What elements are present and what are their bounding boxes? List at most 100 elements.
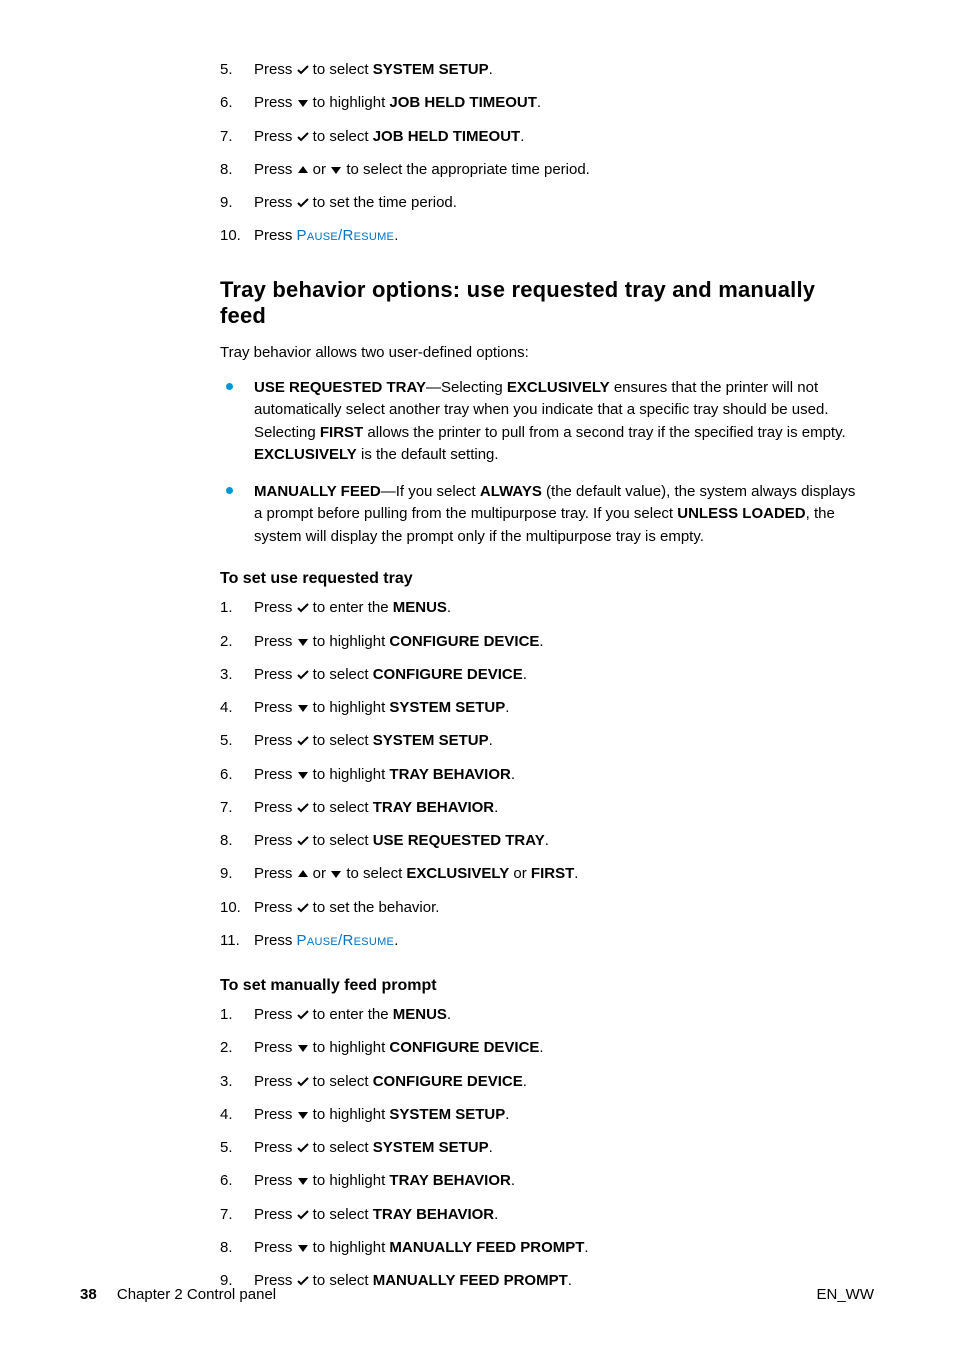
- step-number: 6.: [220, 765, 233, 785]
- check-icon: [297, 1010, 309, 1020]
- check-icon: [297, 1210, 309, 1220]
- chapter-label: Chapter 2 Control panel: [117, 1286, 276, 1303]
- sub1-steps-list: 1.Press to enter the MENUS.2.Press to hi…: [220, 598, 864, 951]
- step-number: 1.: [220, 598, 233, 618]
- step-number: 10.: [220, 226, 241, 246]
- step-number: 7.: [220, 127, 233, 147]
- step-item: 6. Press to highlight JOB HELD TIMEOUT.: [220, 93, 864, 113]
- step-body: Press to select CONFIGURE DEVICE.: [254, 1073, 527, 1090]
- step-number: 9.: [220, 193, 233, 213]
- step-number: 8.: [220, 1238, 233, 1258]
- step-number: 7.: [220, 1205, 233, 1225]
- page-footer: 38 Chapter 2 Control panel EN_WW: [80, 1286, 874, 1303]
- check-icon: [297, 132, 309, 142]
- step-number: 8.: [220, 160, 233, 180]
- step-number: 7.: [220, 798, 233, 818]
- step-body: Press Pause/Resume.: [254, 932, 398, 949]
- bullet-body: MANUALLY FEED—If you select ALWAYS (the …: [254, 483, 855, 545]
- top-steps-list: 5.Press to select SYSTEM SETUP. 6. Press t…: [220, 60, 864, 247]
- step-body: Press to select TRAY BEHAVIOR.: [254, 799, 498, 816]
- step-number: 4.: [220, 1105, 233, 1125]
- check-icon: [297, 1143, 309, 1153]
- step-number: 1.: [220, 1005, 233, 1025]
- step-number: 6.: [220, 93, 233, 113]
- bullets-list: USE REQUESTED TRAY—Selecting EXCLUSIVELY…: [220, 377, 864, 549]
- step-item: 10. Press Pause/Resume.: [220, 226, 864, 246]
- step-body: Press Pause/Resume.: [254, 227, 398, 244]
- step-number: 9.: [220, 864, 233, 884]
- sub1-heading: To set use requested tray: [220, 570, 864, 588]
- down-arrow-icon: [297, 98, 309, 108]
- step-body: Press to set the behavior.: [254, 899, 439, 916]
- step-body: Press to highlight JOB HELD TIMEOUT.: [254, 94, 541, 111]
- down-arrow-icon: [297, 703, 309, 713]
- bullet-dot-icon: [226, 487, 233, 494]
- step-body: Press to highlight MANUALLY FEED PROMPT.: [254, 1239, 589, 1256]
- bullet-item: USE REQUESTED TRAY—Selecting EXCLUSIVELY…: [220, 377, 864, 467]
- down-arrow-icon: [297, 1243, 309, 1253]
- footer-right: EN_WW: [817, 1286, 875, 1303]
- step-item: 8. Press or to select the appropriate tim…: [220, 160, 864, 180]
- check-icon: [297, 736, 309, 746]
- step-body: Press to enter the MENUS.: [254, 599, 451, 616]
- footer-left: 38 Chapter 2 Control panel: [80, 1286, 276, 1303]
- step-body: Press or to select the appropriate time …: [254, 161, 590, 178]
- step-item: 5.Press to select SYSTEM SETUP.: [220, 60, 864, 80]
- step-item: 3. Press to select CONFIGURE DEVICE.: [220, 1072, 864, 1092]
- step-item: 2.Press to highlight CONFIGURE DEVICE.: [220, 632, 864, 652]
- step-item: 10.Press to set the behavior.: [220, 898, 864, 918]
- page-number: 38: [80, 1286, 97, 1303]
- step-body: Press to select CONFIGURE DEVICE.: [254, 666, 527, 683]
- step-number: 3.: [220, 665, 233, 685]
- check-icon: [297, 1077, 309, 1087]
- step-item: 4. Press to highlight SYSTEM SETUP.: [220, 1105, 864, 1125]
- step-number: 2.: [220, 632, 233, 652]
- step-item: 6. Press to highlight TRAY BEHAVIOR.: [220, 1171, 864, 1191]
- pause-resume-link[interactable]: Pause/Resume: [297, 932, 395, 949]
- step-body: Press to select SYSTEM SETUP.: [254, 732, 493, 749]
- step-number: 3.: [220, 1072, 233, 1092]
- step-item: 9. Press to set the time period.: [220, 193, 864, 213]
- step-item: 6. Press to highlight TRAY BEHAVIOR.: [220, 765, 864, 785]
- step-item: 1. Press to enter the MENUS.: [220, 1005, 864, 1025]
- check-icon: [297, 65, 309, 75]
- check-icon: [297, 836, 309, 846]
- bullet-dot-icon: [226, 383, 233, 390]
- step-item: 4.Press to highlight SYSTEM SETUP.: [220, 698, 864, 718]
- down-arrow-icon: [330, 869, 342, 879]
- step-body: Press to highlight SYSTEM SETUP.: [254, 1106, 509, 1123]
- step-item: 9. Press or to select EXCLUSIVELY or FIRS…: [220, 864, 864, 884]
- step-item: 5. Press to select SYSTEM SETUP.: [220, 731, 864, 751]
- step-body: Press to highlight TRAY BEHAVIOR.: [254, 1172, 515, 1189]
- step-number: 5.: [220, 1138, 233, 1158]
- step-body: Press to select SYSTEM SETUP.: [254, 1139, 493, 1156]
- down-arrow-icon: [297, 1110, 309, 1120]
- check-icon: [297, 603, 309, 613]
- step-body: Press to enter the MENUS.: [254, 1006, 451, 1023]
- sub2-heading: To set manually feed prompt: [220, 977, 864, 995]
- step-item: 5. Press to select SYSTEM SETUP.: [220, 1138, 864, 1158]
- step-number: 11.: [220, 931, 240, 951]
- step-body: Press to set the time period.: [254, 194, 457, 211]
- step-item: 1. Press to enter the MENUS.: [220, 598, 864, 618]
- down-arrow-icon: [297, 1176, 309, 1186]
- step-item: 3. Press to select CONFIGURE DEVICE.: [220, 665, 864, 685]
- document-page: 5. Press to select SYSTEM SETUP. 6. Press t…: [0, 0, 954, 1357]
- step-number: 6.: [220, 1171, 233, 1191]
- step-item: 8. Press to highlight MANUALLY FEED PROMP…: [220, 1238, 864, 1258]
- step-item: 11. Press Pause/Resume.: [220, 931, 864, 951]
- step-item: 8.Press to select USE REQUESTED TRAY.: [220, 831, 864, 851]
- check-icon: [297, 803, 309, 813]
- step-body: Press to select USE REQUESTED TRAY.: [254, 832, 549, 849]
- step-body: Press or to select EXCLUSIVELY or FIRST.: [254, 865, 578, 882]
- down-arrow-icon: [330, 165, 342, 175]
- down-arrow-icon: [297, 770, 309, 780]
- step-body: Press to select SYSTEM SETUP.: [254, 61, 493, 78]
- check-icon: [297, 903, 309, 913]
- step-body: Press to highlight CONFIGURE DEVICE.: [254, 1039, 544, 1056]
- bullet-item: MANUALLY FEED—If you select ALWAYS (the …: [220, 481, 864, 549]
- step-number: 5.: [220, 731, 233, 751]
- step-body: Press to select TRAY BEHAVIOR.: [254, 1206, 498, 1223]
- pause-resume-link[interactable]: Pause/Resume: [297, 227, 395, 244]
- step-body: Press to highlight TRAY BEHAVIOR.: [254, 766, 515, 783]
